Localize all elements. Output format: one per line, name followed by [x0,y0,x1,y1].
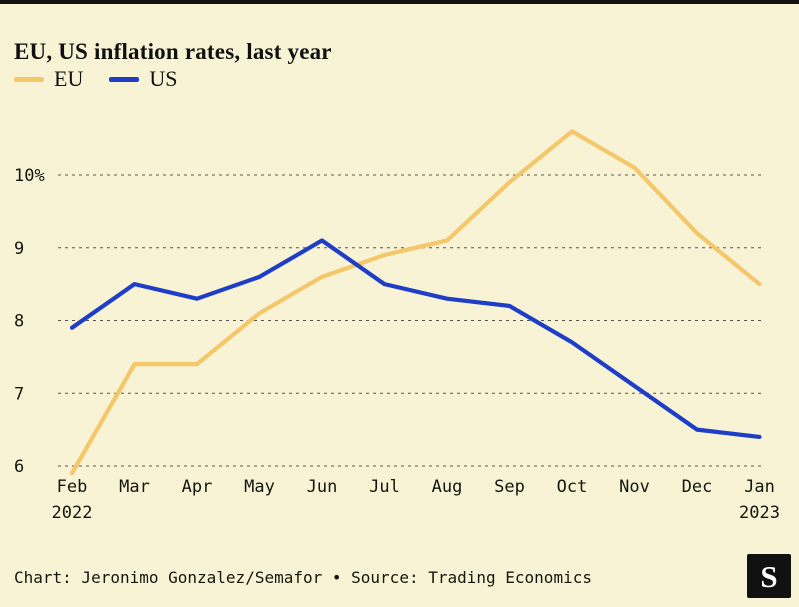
footer: Chart: Jeronimo Gonzalez/Semafor • Sourc… [0,552,799,600]
legend-item-us: US [109,66,177,92]
x-tick-label: Jun [307,477,338,497]
semafor-logo: S [747,554,791,598]
chart-legend: EU US [14,66,177,92]
x-tick-label: Aug [432,477,463,497]
x-tick-label: Jan [744,477,775,497]
legend-swatch-eu [14,76,44,82]
x-tick-label: Mar [119,477,150,497]
x-tick-label: Dec [682,477,713,497]
x-tick-label: Apr [182,477,213,497]
inflation-line-chart: 6 7 8 9 10% Feb 2022 Mar Apr May Jun Jul Aug Sep Oct No… [14,129,780,523]
chart-title: EU, US inflation rates, last year [14,39,332,65]
x-tick-sublabel: 2022 [52,503,93,523]
legend-label: US [149,66,178,91]
top-border-bar [0,0,799,4]
x-tick-label: Sep [494,477,525,497]
x-tick-label: Jul [369,477,400,497]
credit-text: Chart: Jeronimo Gonzalez/Semafor • Sourc… [14,568,592,587]
y-tick-label: 7 [14,384,24,404]
legend-label: EU [54,66,84,91]
legend-swatch-us [109,76,140,82]
x-tick-label: Nov [619,477,650,497]
y-tick-label: 8 [14,312,24,332]
series-line-us [69,238,762,439]
x-tick-label: Feb [57,477,88,497]
y-tick-label: 9 [14,239,24,259]
semafor-logo-letter: S [760,558,778,594]
x-tick-label: Oct [557,477,588,497]
y-tick-label: 6 [14,457,24,477]
x-tick-sublabel: 2023 [739,503,780,523]
x-tick-label: May [244,477,275,497]
legend-item-eu: EU [14,66,83,92]
y-tick-label: 10% [14,166,45,186]
series-line-eu [69,129,762,476]
